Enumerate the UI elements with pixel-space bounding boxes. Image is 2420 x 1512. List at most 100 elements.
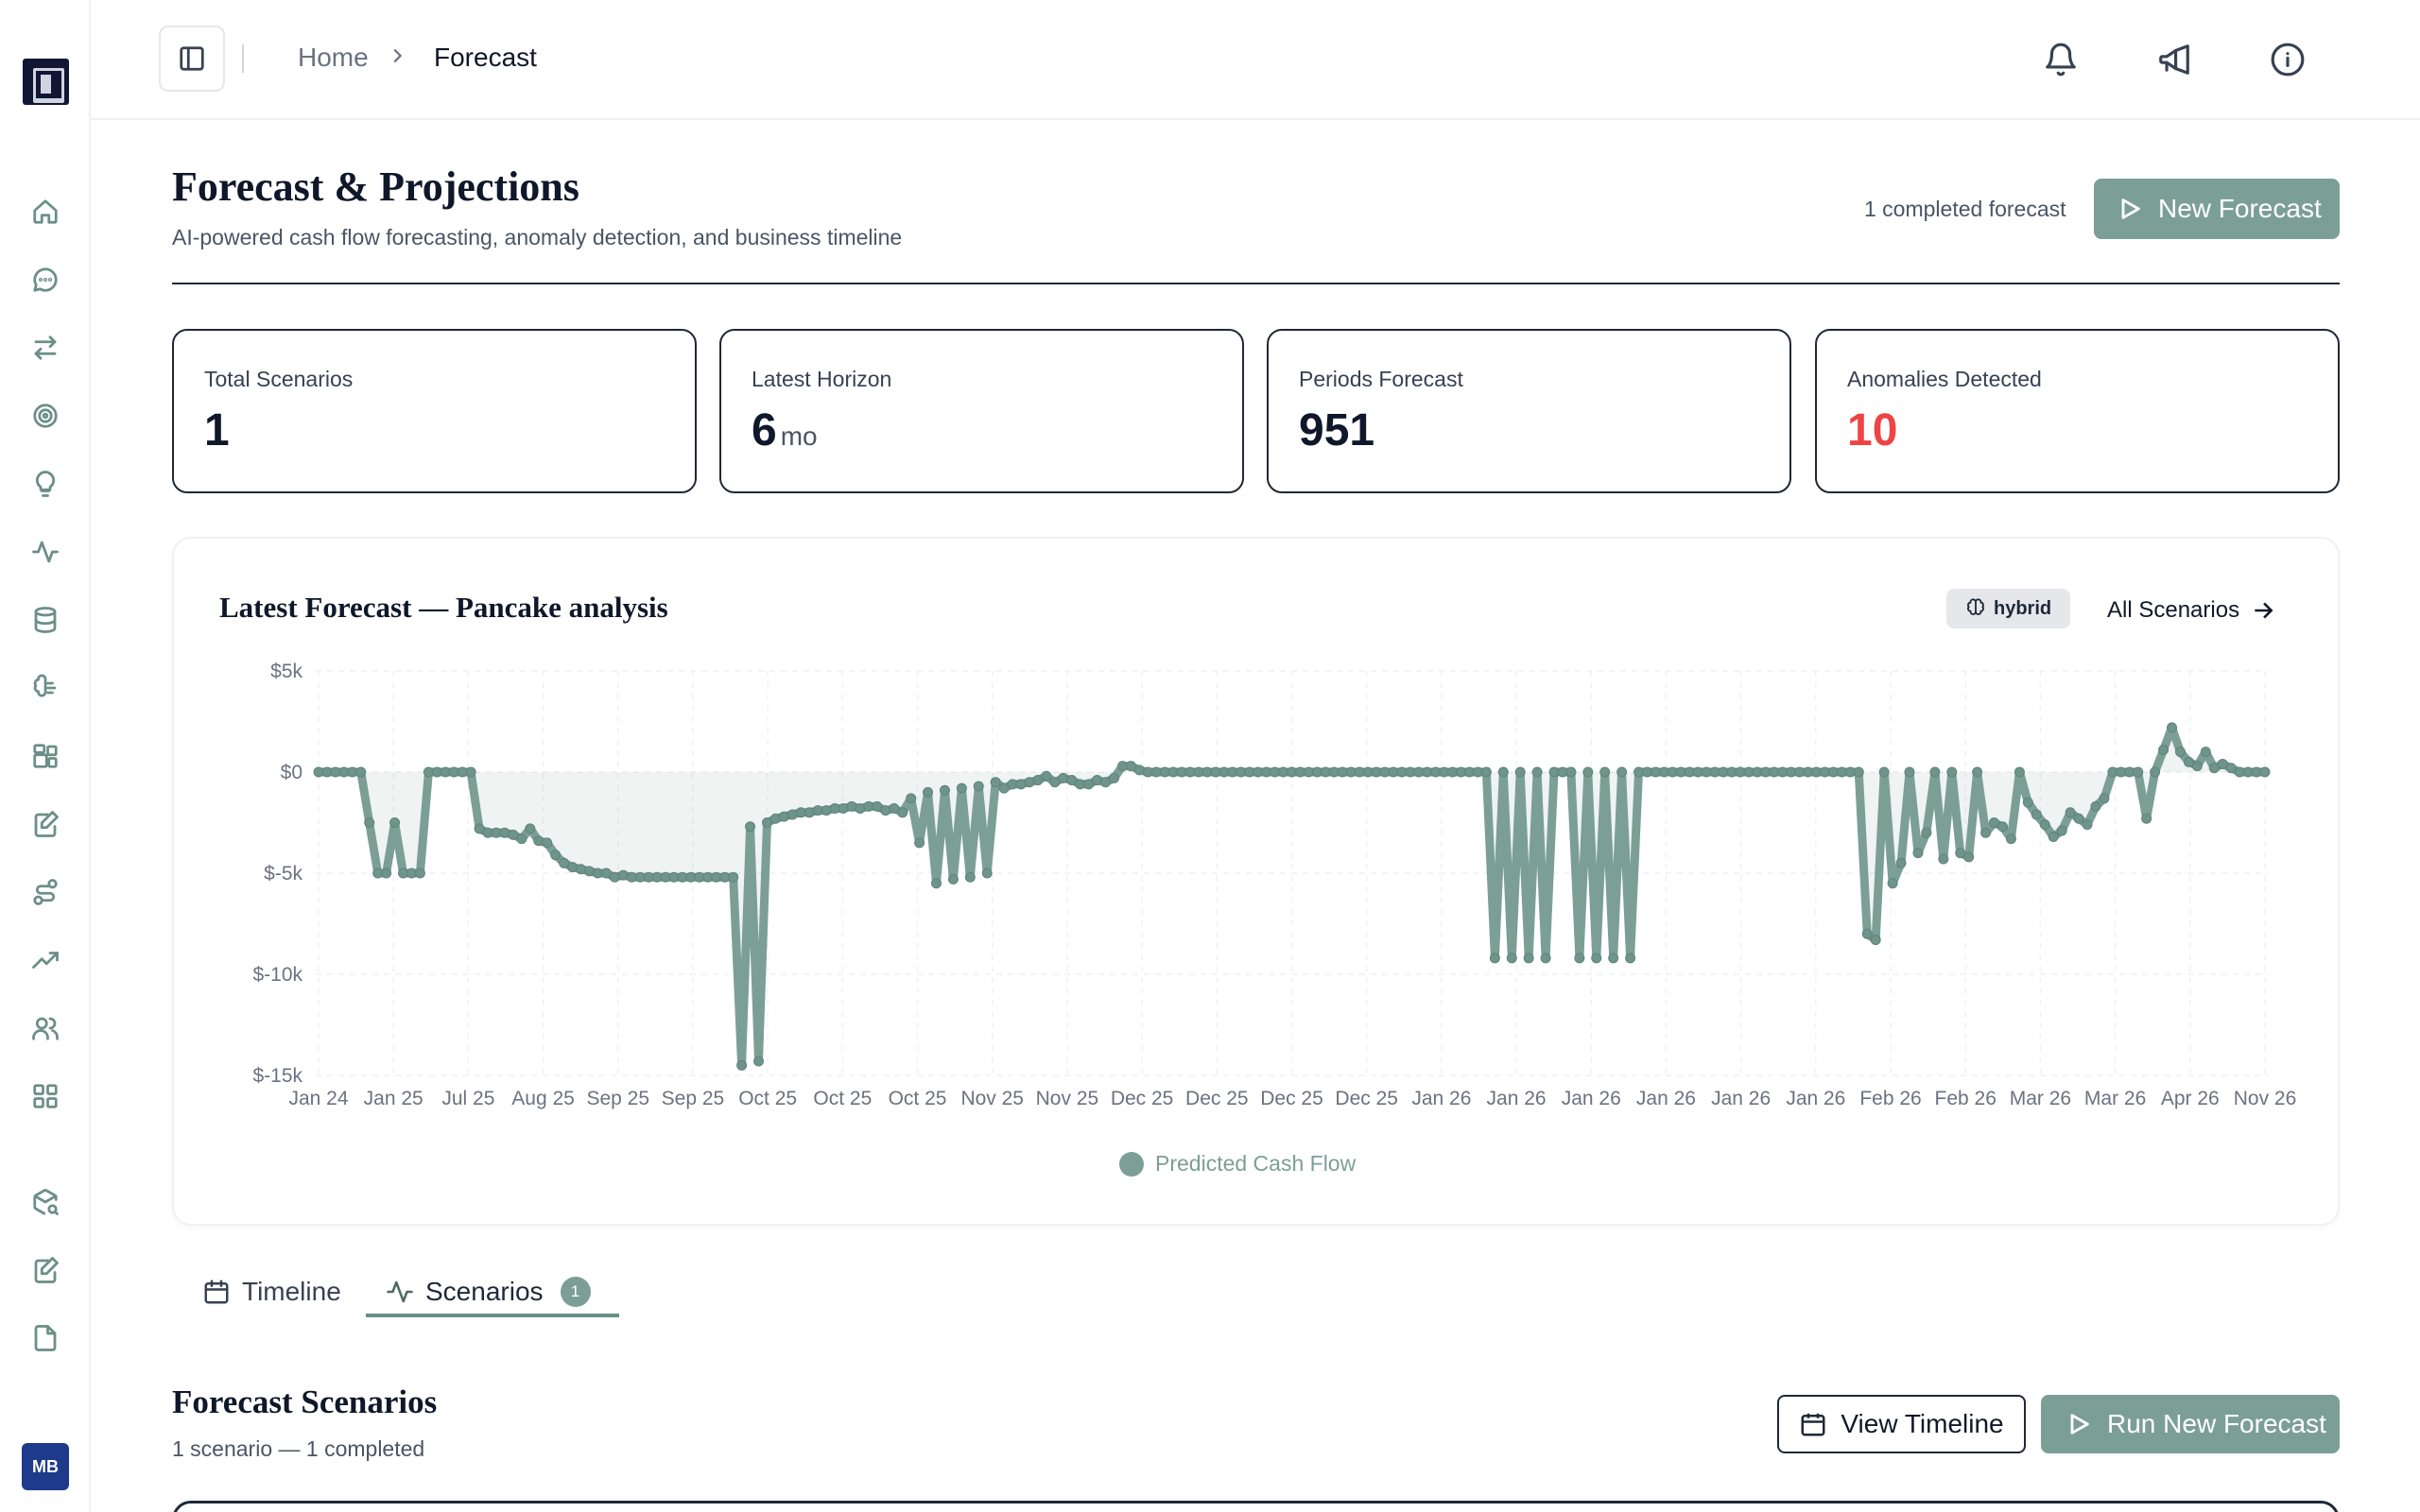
notifications-button[interactable] [2041,40,2081,79]
new-forecast-button[interactable]: New Forecast [2094,179,2340,239]
user-avatar[interactable]: MB [22,1443,69,1490]
data-point[interactable] [550,850,562,861]
data-point[interactable] [998,782,1010,794]
data-point[interactable] [576,864,587,875]
data-point[interactable] [838,803,849,815]
view-timeline-button[interactable]: View Timeline [1777,1395,2026,1453]
sidebar-item-transfer[interactable] [28,331,62,365]
data-point[interactable] [1591,953,1602,964]
data-point[interactable] [1963,851,1975,863]
data-point[interactable] [981,868,993,879]
data-point[interactable] [1066,775,1078,786]
data-point[interactable] [973,781,984,792]
app-logo[interactable] [23,59,69,105]
data-point[interactable] [2048,831,2059,842]
data-point[interactable] [1506,953,1517,964]
data-point[interactable] [1540,953,1551,964]
sidebar-item-brain[interactable] [28,671,62,705]
all-scenarios-link[interactable]: All Scenarios [2107,597,2275,624]
data-point[interactable] [1912,848,1924,859]
data-point[interactable] [1041,770,1052,782]
data-point[interactable] [855,803,866,815]
data-point[interactable] [1938,853,1949,865]
data-point[interactable] [1972,766,1983,778]
info-button[interactable] [2268,40,2308,79]
data-point[interactable] [1565,766,1577,778]
data-point[interactable] [609,871,620,883]
data-point[interactable] [2191,761,2203,772]
data-point[interactable] [2141,813,2152,824]
data-point[interactable] [617,869,629,881]
data-point[interactable] [583,866,595,877]
sidebar-item-package-search[interactable] [28,1185,62,1219]
data-point[interactable] [1989,817,2000,828]
data-point[interactable] [389,817,401,828]
sidebar-item-activity[interactable] [28,535,62,569]
data-point[interactable] [761,817,772,828]
data-point[interactable] [914,837,925,849]
data-point[interactable] [355,766,367,778]
data-point[interactable] [2090,800,2101,812]
data-point[interactable] [1092,775,1103,786]
data-point[interactable] [1599,766,1611,778]
data-point[interactable] [1125,761,1136,772]
data-point[interactable] [1887,878,1898,889]
sidebar-item-lightbulb[interactable] [28,467,62,501]
data-point[interactable] [2225,763,2237,774]
data-point[interactable] [897,807,908,818]
sidebar-item-grid[interactable] [28,1079,62,1113]
data-point[interactable] [2099,793,2110,804]
data-point[interactable] [1489,953,1500,964]
data-point[interactable] [1497,766,1509,778]
data-point[interactable] [1083,779,1095,790]
data-point[interactable] [508,829,519,840]
data-point[interactable] [499,827,510,838]
data-point[interactable] [533,835,544,847]
data-point[interactable] [1133,765,1145,776]
announcements-button[interactable] [2154,40,2194,79]
data-point[interactable] [1514,766,1526,778]
toggle-sidebar-button[interactable] [159,26,225,92]
data-point[interactable] [1625,953,1636,964]
data-point[interactable] [525,823,536,834]
data-point[interactable] [1574,953,1585,964]
data-point[interactable] [1895,857,1907,868]
data-point[interactable] [804,807,815,818]
data-point[interactable] [1929,766,1941,778]
data-point[interactable] [786,809,798,820]
data-point[interactable] [465,766,476,778]
tab-timeline[interactable]: Timeline [202,1268,341,1315]
data-point[interactable] [2039,819,2050,831]
data-point[interactable] [1523,953,1534,964]
data-point[interactable] [2133,766,2144,778]
data-point[interactable] [2056,825,2067,836]
data-point[interactable] [1058,772,1069,783]
data-point[interactable] [1853,766,1864,778]
data-point[interactable] [1582,766,1594,778]
data-point[interactable] [381,868,392,879]
data-point[interactable] [2200,747,2211,758]
sidebar-item-target[interactable] [28,399,62,433]
data-point[interactable] [1049,777,1061,788]
data-point[interactable] [2158,744,2169,755]
data-point[interactable] [414,868,425,879]
data-point[interactable] [846,800,857,812]
data-point[interactable] [2167,722,2178,733]
sidebar-item-users[interactable] [28,1011,62,1045]
data-point[interactable] [559,857,570,868]
data-point[interactable] [1032,775,1044,786]
data-point[interactable] [931,878,942,889]
tab-scenarios[interactable]: Scenarios 1 [386,1268,591,1315]
data-point[interactable] [880,805,891,816]
data-point[interactable] [2217,758,2228,769]
data-point[interactable] [2082,819,2093,831]
data-point[interactable] [567,862,579,873]
data-point[interactable] [956,782,967,794]
data-point[interactable] [1015,779,1027,790]
sidebar-item-file[interactable] [28,1321,62,1355]
data-point[interactable] [2259,766,2271,778]
data-point[interactable] [821,805,832,816]
sidebar-item-chat[interactable] [28,263,62,297]
sidebar-item-home[interactable] [28,195,62,229]
data-point[interactable] [939,784,950,796]
